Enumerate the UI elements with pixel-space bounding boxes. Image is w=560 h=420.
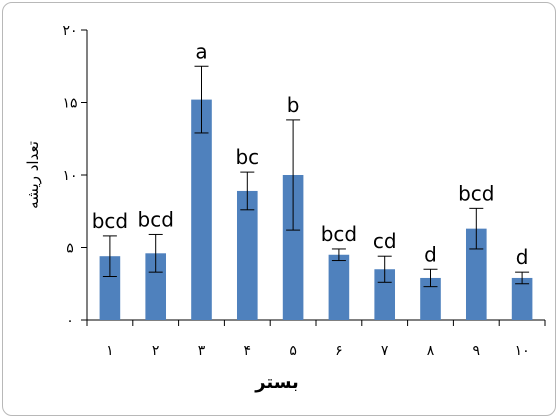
x-axis-label: بستر	[254, 372, 299, 393]
significance-letter: bc	[235, 145, 259, 169]
significance-letter: d	[516, 245, 529, 269]
error-bars	[102, 65, 530, 288]
y-tick-label: ۵	[66, 241, 74, 257]
x-tick-label: ۲	[152, 343, 160, 359]
bar	[99, 256, 121, 320]
x-tick-label: ۵	[289, 343, 297, 359]
y-tick-label: ۱۰	[62, 168, 77, 184]
bars	[99, 99, 533, 320]
x-tick-label: ۶	[335, 343, 343, 359]
significance-letter: d	[424, 242, 437, 266]
significance-letter: b	[287, 93, 300, 117]
y-axis-label: تعداد ریشه	[24, 141, 42, 209]
bar	[145, 253, 167, 320]
bar	[236, 190, 258, 320]
x-tick-label: ۴	[244, 343, 252, 359]
y-tick-labels: ۰ ۵ ۱۰ ۱۵ ۲۰	[62, 23, 77, 329]
x-tick-label: ۸	[427, 343, 435, 359]
bar	[282, 175, 304, 320]
significance-letter: bcd	[458, 181, 494, 205]
bar	[191, 99, 212, 320]
significance-letter: bcd	[92, 209, 128, 233]
significance-letter: cd	[373, 229, 397, 253]
significance-letter: bcd	[321, 222, 357, 246]
chart-frame	[2, 2, 556, 416]
x-tick-label: ۱	[106, 343, 114, 359]
x-tick-label: ۱۰	[515, 343, 530, 359]
x-tick-label: ۷	[381, 343, 389, 359]
significance-letter: bcd	[138, 207, 174, 231]
bar	[420, 277, 441, 320]
x-tick-labels: ۱ ۲ ۳ ۴ ۵ ۶ ۷ ۸ ۹ ۱۰	[106, 343, 529, 359]
x-tick-label: ۳	[198, 343, 206, 359]
y-tick-label: ۱۵	[62, 96, 77, 112]
x-tick-label: ۹	[473, 343, 481, 359]
bar	[511, 277, 533, 320]
y-tick-label: ۰	[66, 313, 74, 329]
bar	[328, 254, 350, 320]
significance-letter: a	[195, 39, 207, 63]
bar	[465, 228, 487, 320]
y-tick-label: ۲۰	[62, 23, 77, 39]
